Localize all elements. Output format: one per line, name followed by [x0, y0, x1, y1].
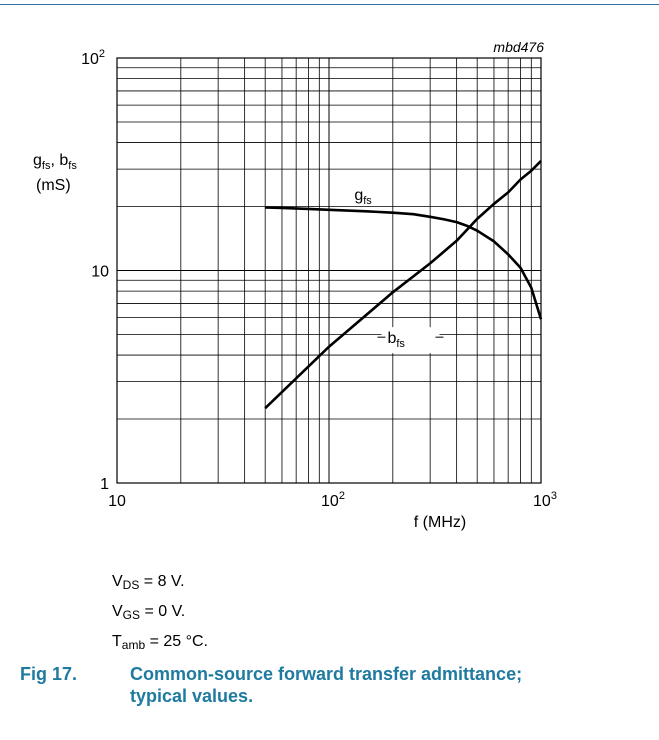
caption-line-2: typical values. — [130, 686, 254, 706]
figure-id: mbd476 — [493, 39, 544, 55]
x-axis-label: f (MHz) — [414, 514, 466, 531]
y-tick-label: 1 — [100, 476, 109, 493]
condition-vds: VDS = 8 V. — [112, 573, 185, 592]
y-axis-label: gfs, bfs — [33, 152, 77, 172]
figure-number: Fig 17. — [20, 664, 78, 684]
series-label-0: gfs — [354, 187, 372, 207]
x-tick-label: 103 — [533, 490, 557, 510]
series-label-bg — [381, 327, 440, 354]
y-tick-label: 102 — [81, 48, 105, 68]
condition-tamb: Tamb = 25 °C. — [112, 633, 208, 652]
x-tick-label: 10 — [108, 493, 126, 510]
y-axis-unit: (mS) — [36, 177, 71, 194]
series-line-1 — [264, 159, 542, 410]
caption-line-1: Common-source forward transfer admittanc… — [130, 664, 523, 684]
header-rule — [0, 4, 659, 5]
plot-frame — [116, 57, 542, 484]
y-tick-label: 10 — [91, 264, 109, 281]
series-line-0 — [265, 206, 543, 320]
condition-vgs: VGS = 0 V. — [112, 603, 186, 622]
figure-caption: Fig 17. Common-source forward transfer ad… — [20, 663, 640, 707]
x-tick-label: 102 — [321, 490, 345, 510]
series-label-1: bfs — [387, 330, 405, 350]
